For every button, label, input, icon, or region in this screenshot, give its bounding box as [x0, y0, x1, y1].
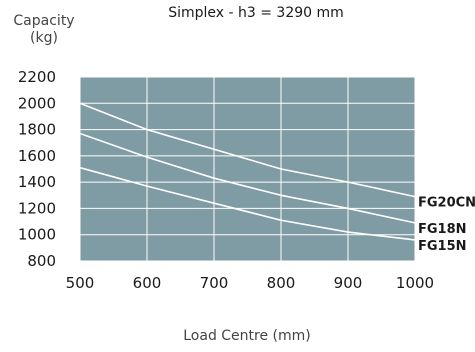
- y-tick-label-1000: 1000: [18, 226, 56, 244]
- series-line-fg15n: [79, 166, 416, 241]
- y-tick-label-1200: 1200: [18, 199, 56, 217]
- x-tick-label-500: 500: [66, 274, 95, 292]
- x-tick-label-600: 600: [133, 274, 162, 292]
- y-axis-title-line1: Capacity: [13, 13, 74, 29]
- y-tick-label-1600: 1600: [18, 147, 56, 165]
- x-tick-label-900: 900: [334, 274, 363, 292]
- x-tick-labels: 500 600 700 800 900 1000: [66, 274, 434, 292]
- series-line-fg20cn: [79, 102, 416, 198]
- x-axis-title: Load Centre (mm): [183, 328, 311, 344]
- grid-lines: [79, 76, 416, 262]
- series-label-fg20cn: FG20CN: [418, 196, 475, 211]
- y-tick-labels: 800 1000 1200 1400 1600 1800 2000 2200: [18, 68, 56, 270]
- plot-area: [80, 77, 415, 261]
- y-tick-label-1800: 1800: [18, 121, 56, 139]
- x-tick-label-800: 800: [267, 274, 296, 292]
- y-tick-label-1400: 1400: [18, 173, 56, 191]
- series-lines: [79, 102, 416, 241]
- series-label-fg18n: FG18N: [418, 222, 467, 237]
- y-axis-title-line2: (kg): [30, 30, 58, 46]
- x-tick-label-1000: 1000: [396, 274, 434, 292]
- y-tick-label-800: 800: [27, 252, 56, 270]
- y-tick-label-2200: 2200: [18, 68, 56, 86]
- x-tick-label-700: 700: [200, 274, 229, 292]
- series-line-fg18n: [79, 132, 416, 224]
- series-labels: FG20CN FG18N FG15N: [418, 196, 475, 254]
- chart-title: Simplex - h3 = 3290 mm: [168, 5, 344, 21]
- y-tick-label-2000: 2000: [18, 94, 56, 112]
- series-label-fg15n: FG15N: [418, 239, 467, 254]
